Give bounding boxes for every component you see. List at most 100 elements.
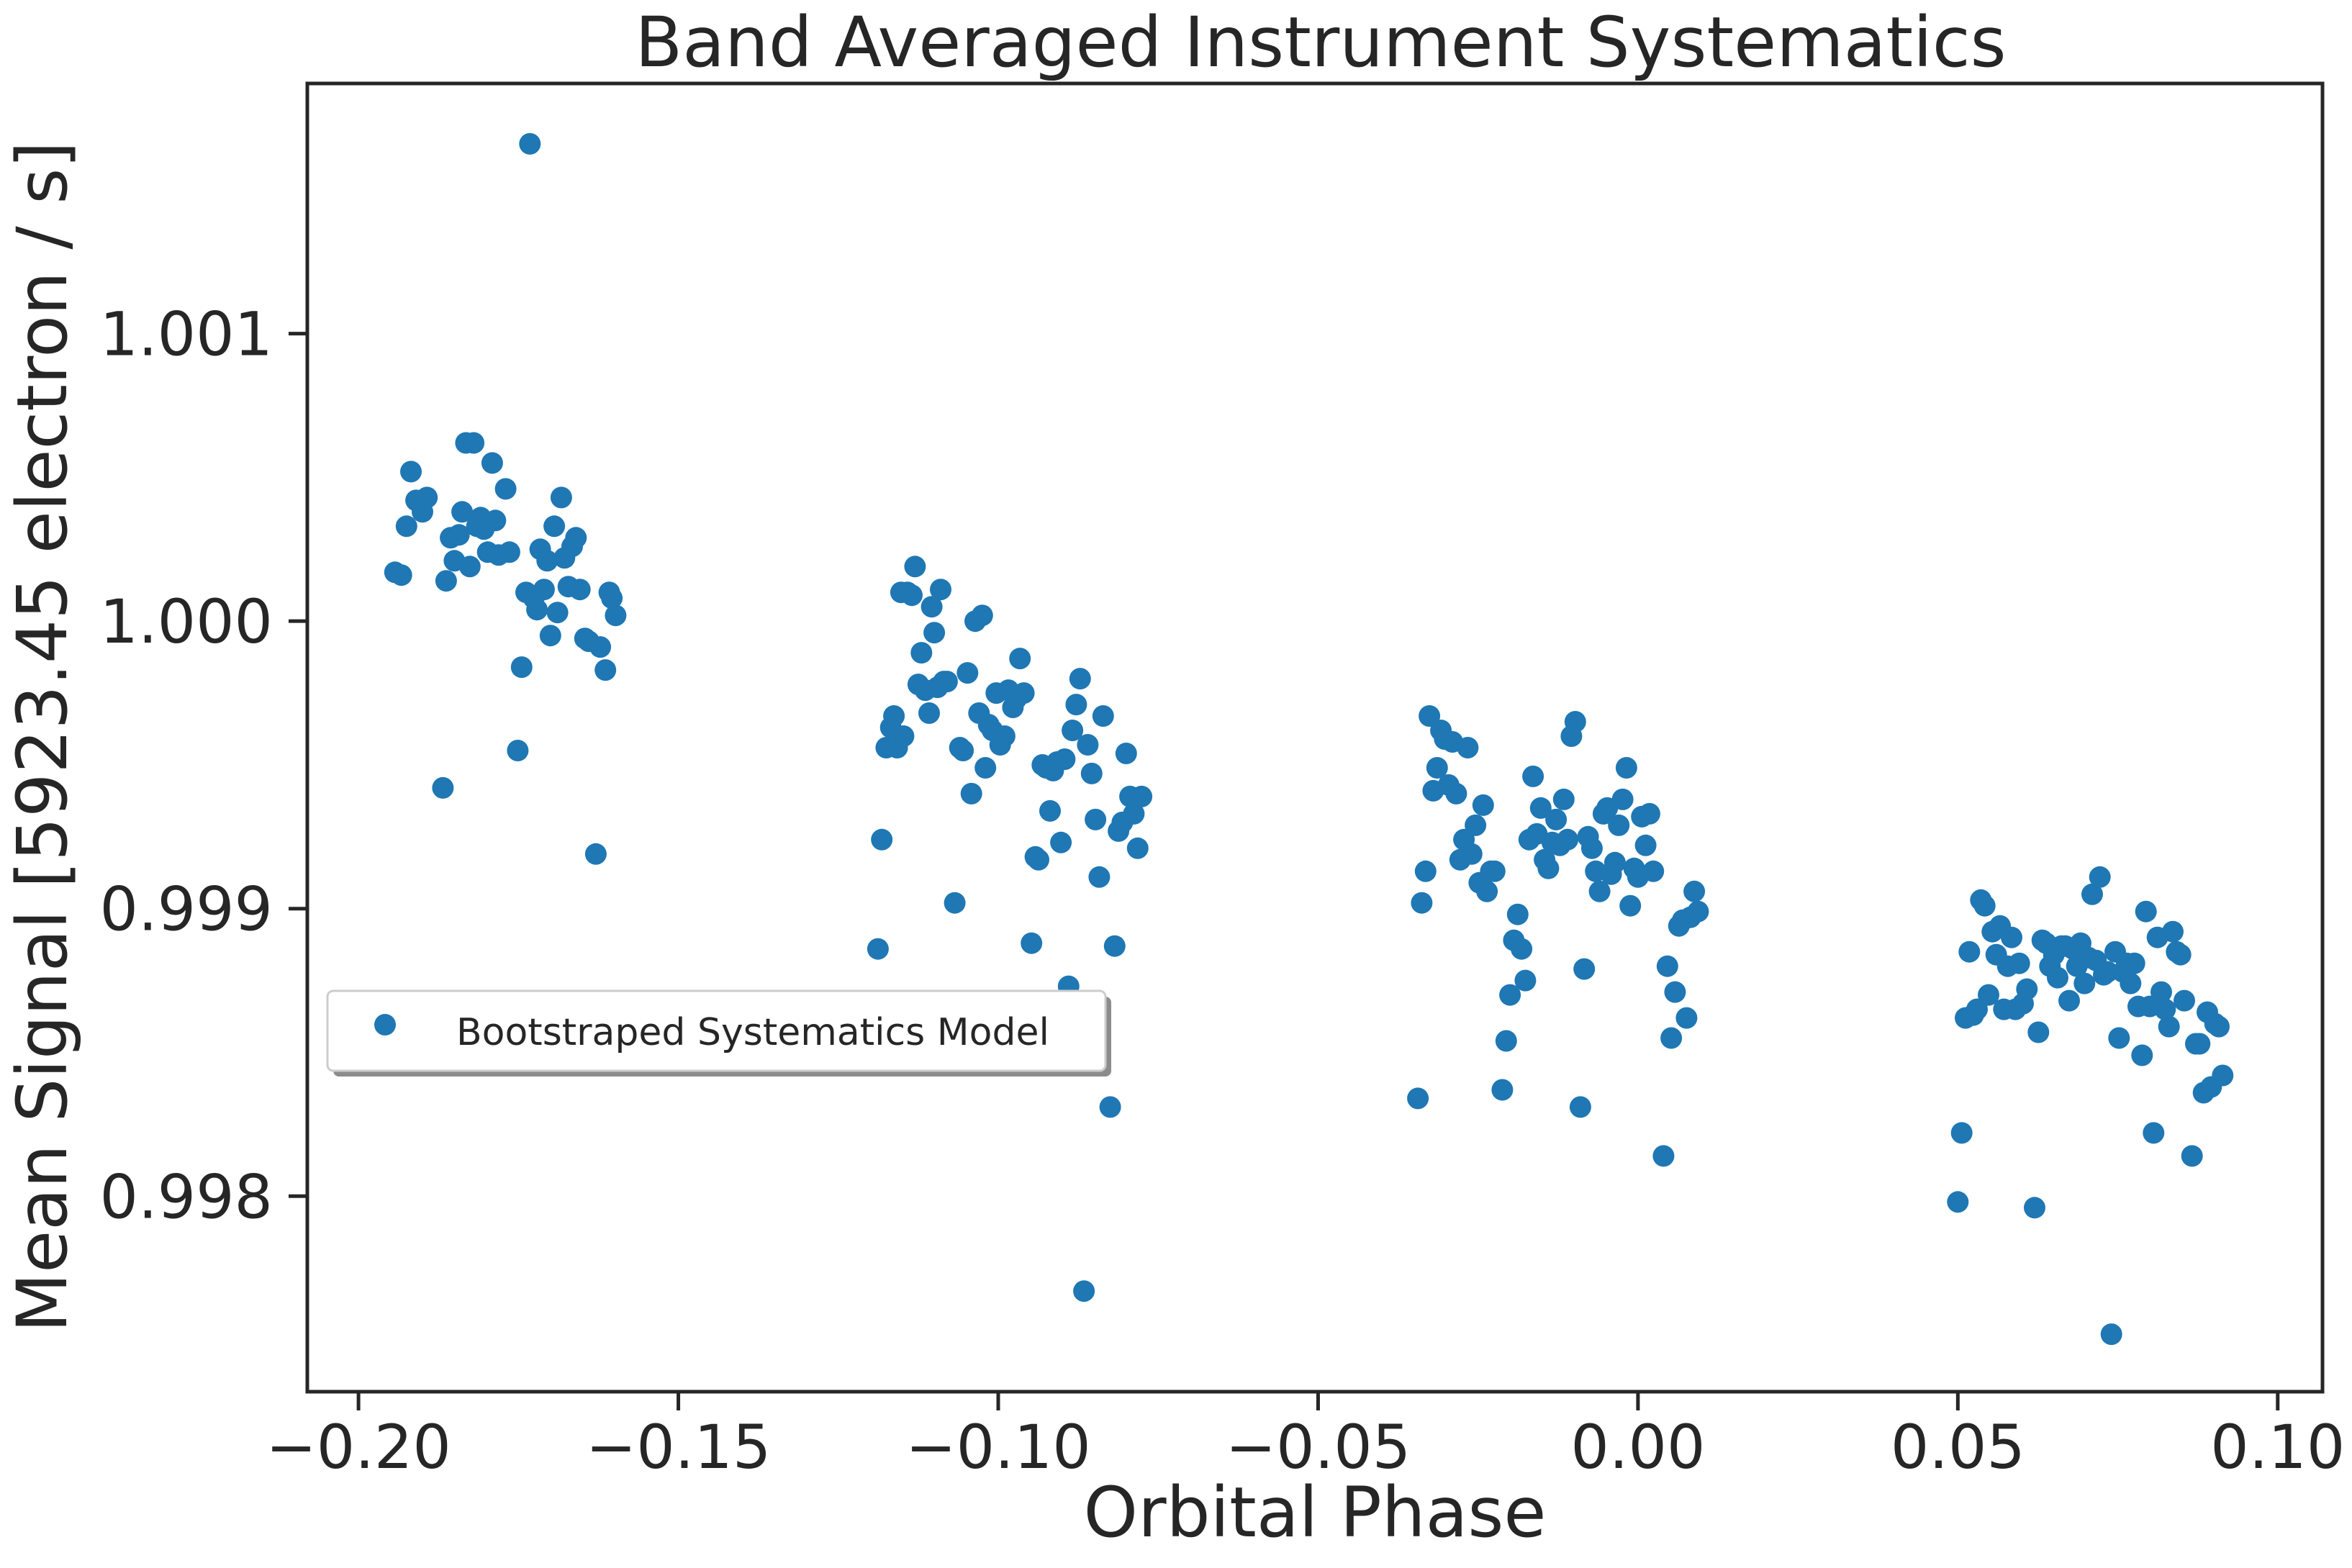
data-point [2024,1197,2045,1219]
data-point [1476,880,1498,902]
data-point [507,740,529,761]
y-axis-label: Mean Signal [5923.45 electron / s] [2,141,83,1332]
data-point [2108,1027,2130,1049]
data-point [2158,1015,2180,1038]
data-point [451,501,474,523]
data-point [1460,843,1483,865]
plot-area-frame [305,81,2325,1394]
data-point [1099,1096,1121,1118]
data-point [1009,648,1031,670]
data-point [550,486,572,509]
legend-entry-label: Bootstraped Systematics Model [456,1011,1049,1054]
data-point [1123,802,1145,825]
data-point [1642,860,1665,882]
legend-marker [374,1014,396,1035]
data-point [1687,900,1709,923]
data-point [519,132,541,155]
data-point [2162,920,2184,943]
data-point [1062,720,1084,741]
data-point [1092,705,1114,727]
data-point [2169,943,2192,966]
data-point [1573,958,1596,980]
data-point [569,579,591,601]
data-point [1537,857,1560,879]
data-point [1966,998,1988,1020]
data-point [543,515,566,538]
data-point [1419,705,1441,727]
data-point [1050,831,1072,853]
y-tick-label: 0.998 [100,1161,273,1232]
data-point [1028,848,1049,871]
data-point [1604,851,1626,874]
data-point [526,599,548,621]
data-point [539,625,561,647]
data-point [952,740,974,761]
data-point [1545,808,1568,830]
data-point [1115,743,1137,764]
data-point [892,725,915,747]
data-point [930,579,951,601]
data-point [901,584,923,607]
data-point [400,461,422,483]
data-point [481,452,503,474]
data-point [2189,1033,2211,1055]
data-point [2047,966,2068,989]
legend-box [326,989,1107,1072]
data-point [904,556,926,578]
data-point [1634,834,1657,856]
data-point [1569,1096,1591,1118]
data-point [960,782,982,805]
x-tick-label: −0.05 [1226,1412,1411,1482]
data-point [1088,866,1111,888]
data-point [910,642,933,664]
data-point [944,892,966,914]
data-point [1522,765,1544,787]
data-point [1103,935,1126,957]
data-point [2027,1021,2050,1043]
data-point [2089,866,2111,888]
data-point [974,757,997,779]
data-point [1638,802,1660,825]
data-point [1683,880,1706,902]
data-point [395,515,417,538]
data-point [1465,814,1487,836]
data-point [867,938,889,960]
x-tick-label: 0.00 [1570,1412,1705,1482]
data-point [883,705,905,727]
data-point [1552,788,1575,810]
data-point [2097,961,2119,983]
data-point [435,570,457,592]
x-tick-label: −0.15 [586,1412,771,1482]
data-point [432,776,454,799]
data-point [1077,734,1099,756]
data-point [565,527,587,549]
data-point [484,509,507,532]
data-point [1445,782,1467,805]
x-tick-label: −0.20 [266,1412,451,1482]
data-point [458,556,481,578]
data-point [2073,972,2096,994]
data-point [1660,1027,1683,1049]
data-point [390,564,412,586]
data-point [993,725,1016,747]
data-point [2123,952,2145,974]
data-point [2208,1015,2230,1038]
legend: Bootstraped Systematics Model [326,989,1111,1077]
data-point [1529,797,1552,819]
data-point [1126,837,1149,859]
data-point [1411,892,1433,914]
data-point [1511,938,1533,960]
data-point [921,596,943,618]
x-axis-ticks: −0.20 −0.15 −0.10 −0.05 0.00 0.05 0.10 [266,1392,2345,1482]
data-point [923,622,946,644]
data-points [384,132,2234,1346]
data-point [2131,1044,2153,1066]
data-point [416,486,438,509]
data-point [871,828,893,851]
data-point [2150,981,2172,1003]
data-point [1131,785,1153,807]
data-point [1073,1280,1095,1302]
data-point [2181,1145,2203,1167]
data-point [498,541,520,563]
